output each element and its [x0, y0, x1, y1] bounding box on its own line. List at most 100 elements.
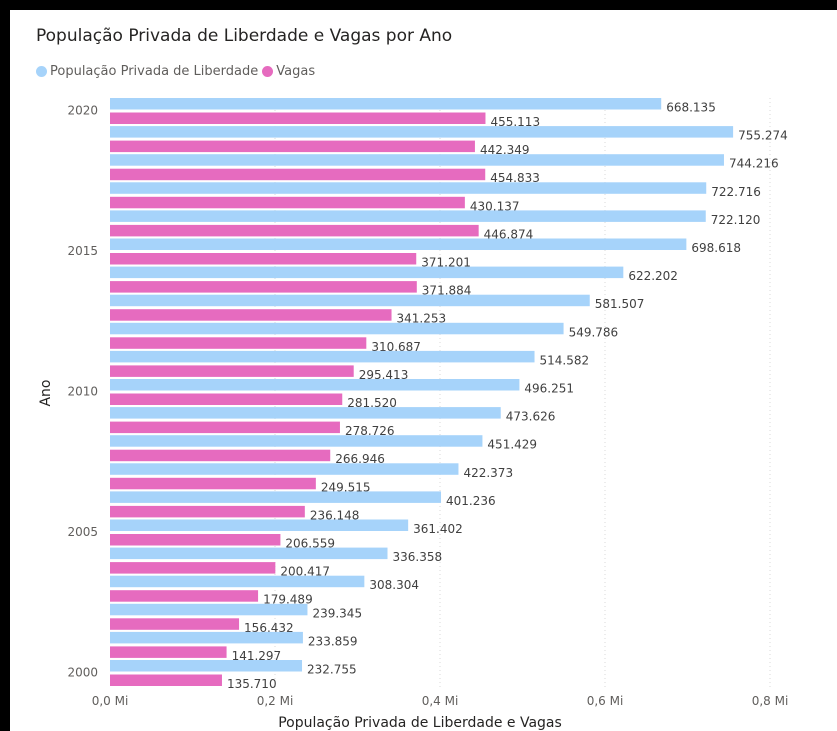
bar-populacao-2016	[110, 210, 706, 222]
data-label-populacao-2003: 308.304	[369, 578, 419, 592]
data-label-populacao-2007: 422.373	[463, 466, 513, 480]
bar-vagas-2008	[110, 449, 331, 462]
bar-vagas-2004	[110, 562, 276, 574]
bar-populacao-2003	[110, 575, 365, 588]
legend-swatch-vagas	[262, 66, 274, 77]
y-tick-label-2005: 2005	[67, 525, 98, 539]
data-label-vagas-2015: 371.201	[421, 256, 471, 270]
bar-populacao-2001	[110, 631, 303, 644]
bar-vagas-2003	[110, 590, 259, 602]
bar-vagas-2020	[110, 112, 486, 124]
legend-label-populacao: População Privada de Liberdade	[50, 64, 259, 79]
x-tick-label-0: 0,0 Mi	[92, 694, 129, 708]
bar-populacao-2007	[110, 463, 459, 475]
x-tick-label-1: 0,2 Mi	[257, 694, 294, 708]
bar-populacao-2009	[110, 407, 501, 419]
bar-populacao-2002	[110, 603, 308, 616]
bar-vagas-2015	[110, 253, 417, 265]
bar-vagas-2017	[110, 196, 465, 209]
bar-vagas-2013	[110, 309, 392, 321]
y-tick-label-2000: 2000	[67, 666, 98, 680]
x-tick-label-2: 0,4 Mi	[422, 694, 459, 708]
data-label-populacao-2012: 549.786	[569, 325, 619, 339]
data-label-populacao-2014: 622.202	[628, 269, 678, 283]
bar-vagas-2018	[110, 168, 486, 181]
bar-populacao-2010	[110, 379, 520, 391]
data-label-vagas-2013: 341.253	[397, 312, 447, 326]
data-label-vagas-2017: 430.137	[470, 199, 520, 213]
bar-populacao-2000	[110, 660, 303, 672]
legend-label-vagas: Vagas	[276, 64, 316, 79]
data-label-populacao-2004: 336.358	[392, 550, 442, 564]
bar-vagas-2007	[110, 477, 316, 490]
y-tick-label-2020: 2020	[67, 104, 98, 118]
bar-vagas-2011	[110, 365, 354, 377]
data-label-vagas-2020: 455.113	[490, 115, 540, 129]
bar-vagas-2005	[110, 534, 281, 546]
data-label-populacao-2018: 744.216	[729, 157, 779, 171]
y-tick-label-2010: 2010	[67, 385, 98, 399]
bar-vagas-2012	[110, 337, 367, 349]
data-label-populacao-2002: 239.345	[312, 606, 362, 620]
chart-legend: População Privada de Liberdade Vagas	[36, 64, 319, 79]
bar-vagas-2006	[110, 505, 305, 518]
bar-populacao-2012	[110, 322, 564, 335]
data-label-populacao-2019: 755.274	[738, 129, 788, 143]
data-label-vagas-2005: 206.559	[285, 537, 335, 551]
bar-vagas-2009	[110, 421, 340, 434]
data-label-vagas-2000: 135.710	[227, 677, 277, 691]
x-tick-label-4: 0,8 Mi	[752, 694, 789, 708]
bar-vagas-2014	[110, 281, 417, 293]
data-label-vagas-2011: 295.413	[359, 368, 409, 382]
y-tick-label-2015: 2015	[67, 244, 98, 258]
data-label-populacao-2020: 668.135	[666, 101, 716, 115]
data-label-populacao-2016: 722.120	[711, 213, 761, 227]
data-label-vagas-2019: 442.349	[480, 143, 530, 157]
x-axis-title: População Privada de Liberdade e Vagas	[278, 715, 562, 731]
data-label-populacao-2015: 698.618	[691, 241, 741, 255]
bar-vagas-2001	[110, 646, 227, 658]
chart-title: População Privada de Liberdade e Vagas p…	[36, 26, 453, 46]
bar-populacao-2005	[110, 519, 409, 531]
bar-vagas-2000	[110, 674, 222, 686]
data-label-vagas-2003: 179.489	[263, 593, 313, 607]
bar-vagas-2010	[110, 393, 343, 405]
data-label-vagas-2002: 156.432	[244, 621, 294, 635]
legend-item-vagas[interactable]: Vagas	[262, 64, 315, 79]
x-tick-label-3: 0,6 Mi	[587, 694, 624, 708]
bar-populacao-2015	[110, 238, 687, 250]
data-label-populacao-2000: 232.755	[307, 663, 357, 677]
data-label-vagas-2007: 249.515	[321, 480, 371, 494]
bar-populacao-2020	[110, 98, 662, 110]
data-label-vagas-2001: 141.297	[232, 649, 282, 663]
data-label-vagas-2018: 454.833	[490, 171, 540, 185]
chart-frame: População Privada de Liberdade e Vagas p…	[10, 10, 837, 731]
data-label-populacao-2011: 514.582	[540, 353, 590, 367]
bar-populacao-2017	[110, 182, 707, 194]
legend-swatch-populacao	[36, 66, 47, 77]
legend-item-populacao[interactable]: População Privada de Liberdade	[36, 64, 258, 79]
bar-populacao-2008	[110, 435, 483, 447]
data-label-vagas-2010: 281.520	[347, 396, 397, 410]
data-label-vagas-2012: 310.687	[371, 340, 421, 354]
y-axis-title: Ano	[38, 380, 54, 407]
data-label-populacao-2008: 451.429	[487, 438, 537, 452]
data-label-vagas-2009: 278.726	[345, 424, 395, 438]
bar-populacao-2013	[110, 294, 590, 307]
bar-populacao-2006	[110, 491, 442, 503]
data-label-populacao-2009: 473.626	[506, 410, 556, 424]
bar-populacao-2018	[110, 154, 724, 166]
data-label-populacao-2017: 722.716	[711, 185, 761, 199]
data-label-vagas-2008: 266.946	[335, 452, 385, 466]
data-label-populacao-2001: 233.859	[308, 634, 358, 648]
data-label-populacao-2005: 361.402	[413, 522, 463, 536]
bar-populacao-2014	[110, 266, 624, 279]
data-label-vagas-2006: 236.148	[310, 508, 360, 522]
data-label-vagas-2014: 371.884	[422, 284, 472, 298]
data-label-populacao-2010: 496.251	[524, 382, 574, 396]
bar-vagas-2016	[110, 224, 479, 237]
data-label-populacao-2006: 401.236	[446, 494, 496, 508]
bar-chart: 0,0 Mi 0,2 Mi 0,4 Mi 0,6 Mi 0,8 Mi 668.135 455…	[38, 98, 789, 731]
bar-populacao-2011	[110, 350, 535, 363]
bar-populacao-2004	[110, 547, 388, 560]
